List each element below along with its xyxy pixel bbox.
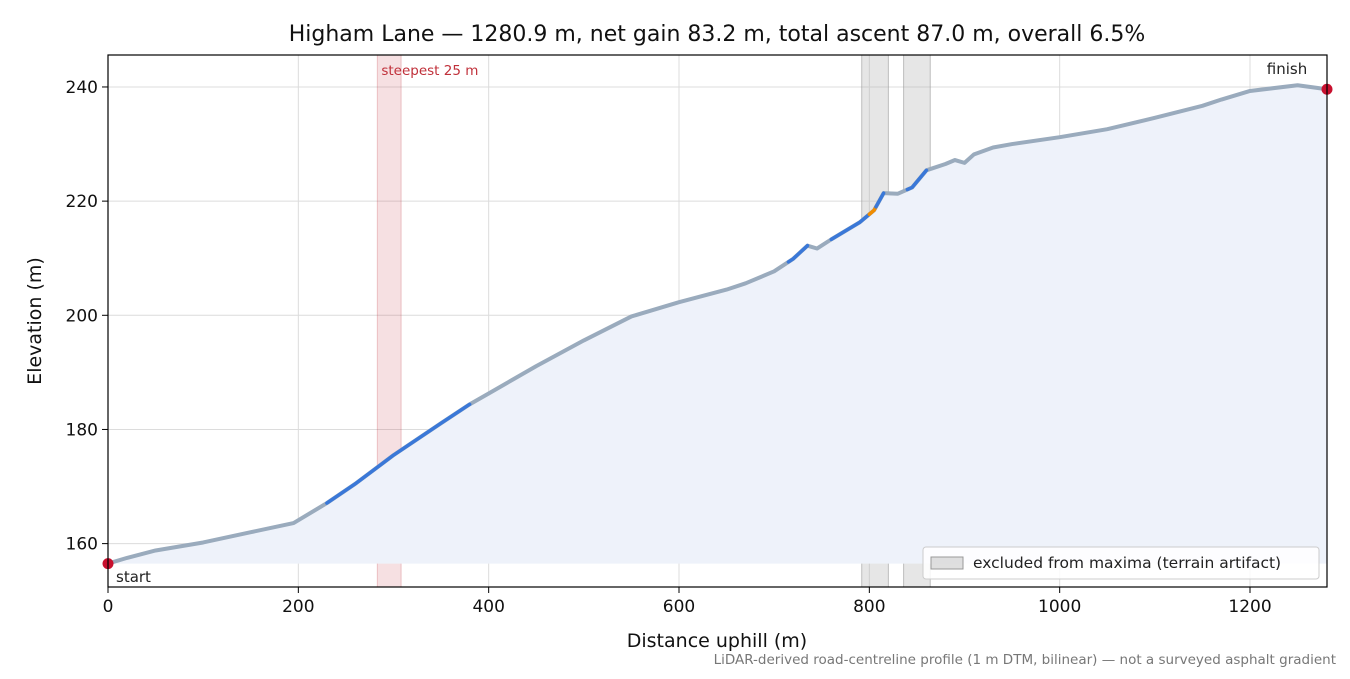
start-label: start xyxy=(116,568,151,586)
x-tick-label: 400 xyxy=(472,597,504,617)
highlight-segment xyxy=(874,191,886,209)
labels: Higham Lane — 1280.9 m, net gain 83.2 m,… xyxy=(24,22,1336,668)
highlight-segment xyxy=(325,402,472,505)
plot-frame xyxy=(107,54,1328,588)
highlight-segment xyxy=(786,243,810,264)
y-tick-label: 240 xyxy=(66,78,98,98)
profile-area-fill xyxy=(108,85,1327,564)
highlight-segment xyxy=(829,212,872,242)
legend-box xyxy=(922,546,1320,580)
x-tick-label: 200 xyxy=(282,597,314,617)
x-tick-label: 800 xyxy=(853,597,885,617)
steepest-band-label: steepest 25 m xyxy=(381,63,478,79)
y-tick-label: 220 xyxy=(66,192,98,212)
legend-swatch xyxy=(930,556,964,570)
y-tick-label: 160 xyxy=(66,535,98,555)
y-tick-label: 200 xyxy=(66,306,98,326)
footnote: LiDAR-derived road-centreline profile (1… xyxy=(714,652,1336,668)
y-tick-label: 180 xyxy=(66,420,98,440)
highlight-segment xyxy=(905,168,929,192)
profile-layer: start finish xyxy=(102,60,1333,586)
x-axis-label: Distance uphill (m) xyxy=(627,630,807,652)
x-tick-label: 600 xyxy=(663,597,695,617)
x-tick-label: 1200 xyxy=(1228,597,1271,617)
y-axis-label: Elevation (m) xyxy=(24,257,46,385)
legend: excluded from maxima (terrain artifact) xyxy=(922,546,1320,580)
axes: 0 200 400 600 800 1000 1200 160 180 200 220 240 xyxy=(66,78,1272,617)
chart-title: Higham Lane — 1280.9 m, net gain 83.2 m,… xyxy=(289,22,1146,47)
x-tick-label: 1000 xyxy=(1038,597,1081,617)
finish-label: finish xyxy=(1267,60,1307,78)
legend-label: excluded from maxima (terrain artifact) xyxy=(973,554,1281,572)
x-tick-label: 0 xyxy=(103,597,114,617)
